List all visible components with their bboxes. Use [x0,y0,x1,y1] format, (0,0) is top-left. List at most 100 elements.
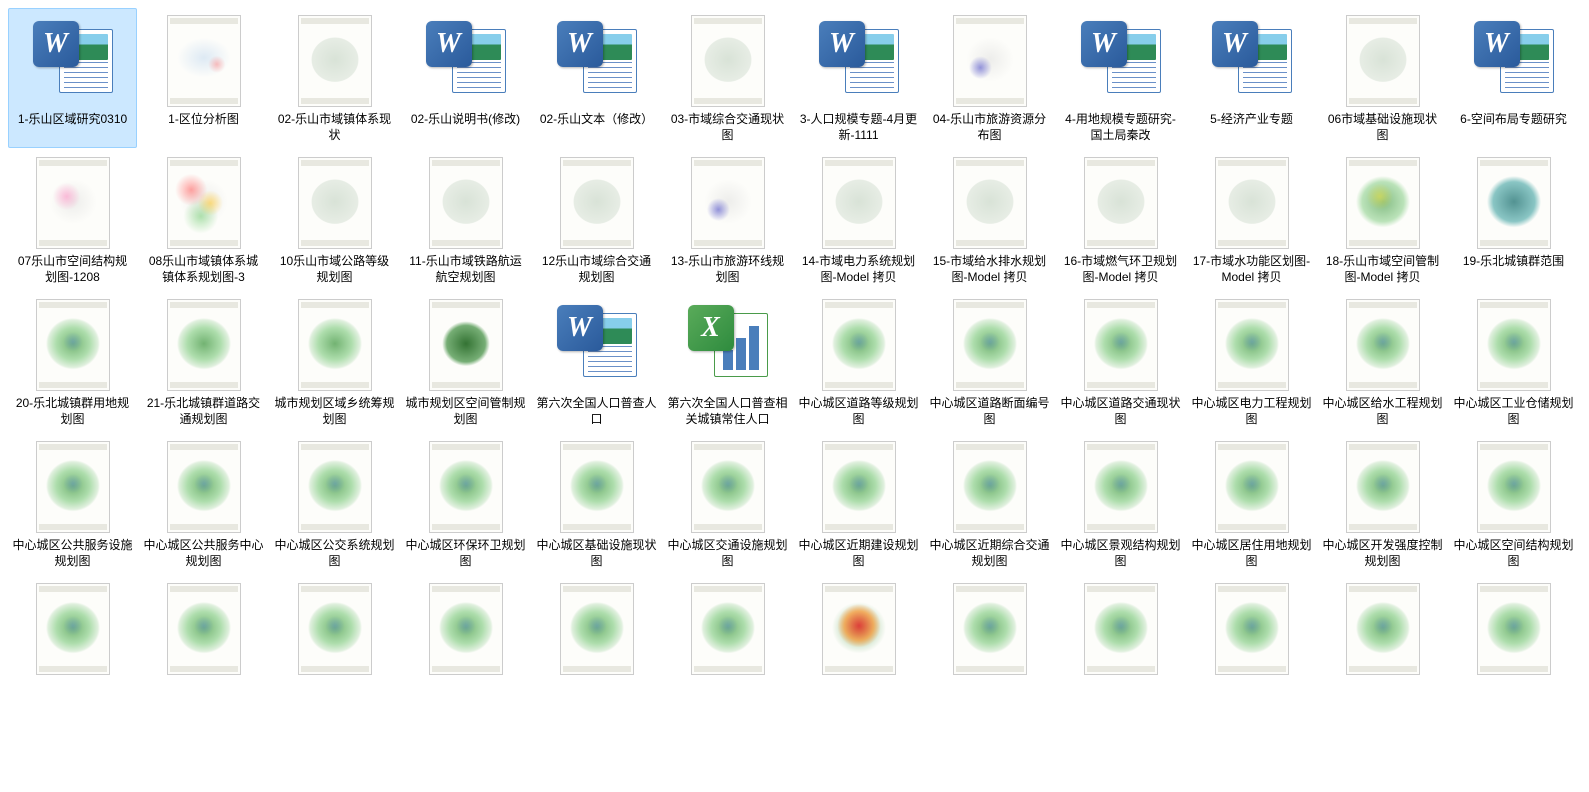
map-image-icon [953,15,1027,107]
map-image-icon [1215,157,1289,249]
file-item[interactable]: W 5-经济产业专题 [1187,8,1316,148]
file-item[interactable]: W1-乐山区域研究0310 [8,8,137,148]
file-item[interactable]: 中心城区交通设施规划图 [663,434,792,574]
file-item[interactable]: 10乐山市域公路等级规划图 [270,150,399,290]
map-image-icon [167,583,241,675]
map-image-icon [953,299,1027,391]
file-item[interactable]: 04-乐山市旅游资源分布图 [925,8,1054,148]
file-item[interactable]: W02-乐山说明书(修改) [401,8,530,148]
file-item[interactable] [794,576,923,684]
file-thumbnail [1204,155,1300,251]
file-item[interactable]: 14-市域电力系统规划图-Model 拷贝 [794,150,923,290]
file-item[interactable] [532,576,661,684]
map-image-icon [298,15,372,107]
file-label: 08乐山市域镇体系城镇体系规划图-3 [144,253,264,285]
file-thumbnail [549,439,645,535]
file-item[interactable]: 中心城区近期综合交通规划图 [925,434,1054,574]
file-item[interactable]: 中心城区居住用地规划图 [1187,434,1316,574]
file-item[interactable]: 06市域基础设施现状图 [1318,8,1447,148]
file-item[interactable]: W4-用地规模专题研究-国土局秦改 [1056,8,1185,148]
file-label: 中心城区交通设施规划图 [668,537,788,569]
file-item[interactable]: 20-乐北城镇群用地规划图 [8,292,137,432]
file-item[interactable]: 城市规划区域乡统筹规划图 [270,292,399,432]
file-item[interactable]: 07乐山市空间结构规划图-1208 [8,150,137,290]
file-item[interactable] [663,576,792,684]
file-item[interactable]: W6-空间布局专题研究 [1449,8,1578,148]
file-item[interactable]: 中心城区基础设施现状图 [532,434,661,574]
file-item[interactable]: W02-乐山文本（修改） [532,8,661,148]
word-document-icon: W [819,21,899,101]
file-thumbnail [549,155,645,251]
file-item[interactable]: 16-市域燃气环卫规划图-Model 拷贝 [1056,150,1185,290]
map-image-icon [167,157,241,249]
file-thumbnail [418,297,514,393]
file-item[interactable] [1187,576,1316,684]
file-label: 03-市域综合交通现状图 [668,111,788,143]
file-label: 中心城区开发强度控制规划图 [1323,537,1443,569]
file-label: 中心城区基础设施现状图 [537,537,657,569]
file-item[interactable]: 18-乐山市域空间管制图-Model 拷贝 [1318,150,1447,290]
file-item[interactable] [1318,576,1447,684]
file-item[interactable]: X第六次全国人口普查相关城镇常住人口 [663,292,792,432]
map-image-icon [36,441,110,533]
file-item[interactable]: 08乐山市域镇体系城镇体系规划图-3 [139,150,268,290]
file-item[interactable]: 中心城区电力工程规划图 [1187,292,1316,432]
file-thumbnail: W [1466,13,1562,109]
file-item[interactable] [401,576,530,684]
file-item[interactable]: 15-市域给水排水规划图-Model 拷贝 [925,150,1054,290]
file-item[interactable] [270,576,399,684]
file-item[interactable]: 中心城区道路断面编号图 [925,292,1054,432]
file-item[interactable]: 中心城区环保环卫规划图 [401,434,530,574]
file-item[interactable]: 03-市域综合交通现状图 [663,8,792,148]
file-item[interactable]: 1-区位分析图 [139,8,268,148]
file-thumbnail [680,439,776,535]
file-item[interactable]: 中心城区道路交通现状图 [1056,292,1185,432]
file-thumbnail [680,581,776,677]
file-thumbnail [156,439,252,535]
file-item[interactable]: 21-乐北城镇群道路交通规划图 [139,292,268,432]
map-image-icon [822,441,896,533]
file-label: 中心城区道路断面编号图 [930,395,1050,427]
file-item[interactable]: 中心城区公共服务中心规划图 [139,434,268,574]
file-label: 中心城区给水工程规划图 [1323,395,1443,427]
file-item[interactable]: 12乐山市域综合交通规划图 [532,150,661,290]
file-item[interactable]: 中心城区公共服务设施规划图 [8,434,137,574]
file-item[interactable]: 中心城区近期建设规划图 [794,434,923,574]
map-image-icon [822,299,896,391]
file-item[interactable]: 中心城区给水工程规划图 [1318,292,1447,432]
map-image-icon [298,441,372,533]
file-item[interactable]: 城市规划区空间管制规划图 [401,292,530,432]
map-image-icon [36,157,110,249]
file-item[interactable]: 中心城区公交系统规划图 [270,434,399,574]
map-image-icon [36,299,110,391]
file-item[interactable]: 02-乐山市域镇体系现状 [270,8,399,148]
file-item[interactable]: 19-乐北城镇群范围 [1449,150,1578,290]
file-thumbnail [156,13,252,109]
file-label: 5-经济产业专题 [1210,111,1293,127]
file-thumbnail [25,297,121,393]
file-label: 中心城区公共服务中心规划图 [144,537,264,569]
file-item[interactable]: 11-乐山市域铁路航运航空规划图 [401,150,530,290]
file-item[interactable]: 中心城区道路等级规划图 [794,292,923,432]
file-item[interactable] [925,576,1054,684]
file-item[interactable]: 中心城区开发强度控制规划图 [1318,434,1447,574]
file-item[interactable]: 13-乐山市旅游环线规划图 [663,150,792,290]
file-thumbnail [811,297,907,393]
file-item[interactable]: 中心城区工业仓储规划图 [1449,292,1578,432]
map-image-icon [691,15,765,107]
file-item[interactable]: 17-市域水功能区划图-Model 拷贝 [1187,150,1316,290]
file-item[interactable] [139,576,268,684]
file-item[interactable] [1056,576,1185,684]
file-item[interactable] [8,576,137,684]
file-label: 17-市域水功能区划图-Model 拷贝 [1192,253,1312,285]
file-item[interactable]: W3-人口规模专题-4月更新-1111 [794,8,923,148]
file-item[interactable]: 中心城区景观结构规划图 [1056,434,1185,574]
file-label: 13-乐山市旅游环线规划图 [668,253,788,285]
file-item[interactable]: 中心城区空间结构规划图 [1449,434,1578,574]
word-document-icon: W [1212,21,1292,101]
file-thumbnail [1466,439,1562,535]
map-image-icon [1215,299,1289,391]
map-image-icon [36,583,110,675]
file-item[interactable]: W第六次全国人口普查人口 [532,292,661,432]
file-item[interactable] [1449,576,1578,684]
